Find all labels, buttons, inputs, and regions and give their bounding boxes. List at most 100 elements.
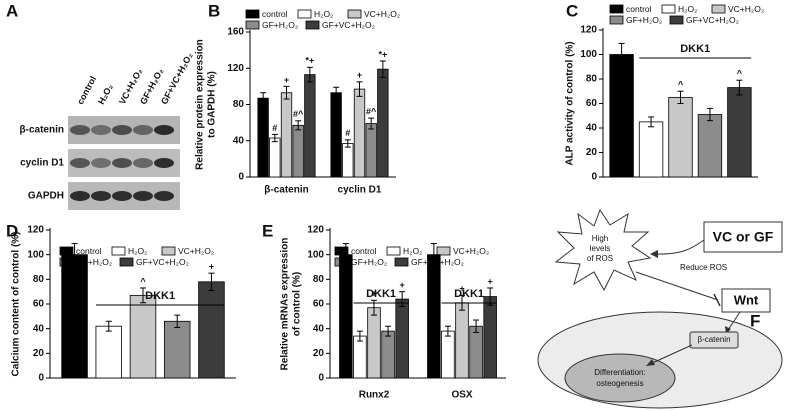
y-tick-label: 0	[38, 373, 44, 384]
blot-band	[154, 191, 174, 201]
legend-label: GF+H₂O₂	[262, 20, 298, 30]
nucleus-ellipse	[564, 353, 676, 403]
bar	[381, 330, 395, 379]
legend-label: GF+VC+H₂O₂	[686, 15, 739, 25]
y-axis-label: to GAPDH (%)	[207, 71, 218, 138]
legend-label: VC+H₂O₂	[728, 4, 764, 14]
blot-band	[91, 191, 111, 201]
y-tick-label: 40	[33, 323, 45, 334]
bar	[483, 296, 497, 379]
bar	[365, 123, 377, 178]
legend-swatch	[711, 4, 726, 14]
blot-band	[70, 191, 90, 201]
legend-label: H₂O₂	[314, 9, 333, 19]
significance-mark: +	[371, 289, 376, 299]
bar	[697, 114, 723, 178]
panel-label: E	[262, 221, 273, 240]
significance-mark: +	[488, 276, 493, 286]
bar	[377, 68, 389, 178]
wnt-box	[721, 288, 771, 313]
y-tick-label: 100	[307, 249, 324, 260]
significance-mark: #	[345, 128, 350, 138]
ros-burst	[554, 208, 652, 292]
bar	[292, 124, 304, 178]
ros-text: High	[592, 234, 608, 243]
y-axis-label: Relative mRNAs expression	[280, 238, 291, 371]
legend-swatch	[347, 9, 362, 19]
y-tick-label: 100	[27, 249, 44, 260]
bracket-label: DKK1	[366, 288, 396, 300]
beta-arrow	[649, 344, 693, 365]
y-tick-label: 160	[227, 27, 244, 38]
bracket-label: DKK1	[454, 288, 484, 300]
bracket-label: DKK1	[680, 43, 710, 55]
significance-mark: +	[357, 70, 362, 80]
inhibit-bar	[713, 293, 721, 307]
diff-text: osteogenesis	[596, 379, 643, 388]
blot-band	[91, 125, 111, 135]
legend-swatch	[119, 257, 134, 267]
y-tick-label: 80	[233, 99, 245, 110]
blot-band	[154, 125, 174, 135]
beta-catenin-box	[689, 331, 739, 349]
x-tick-label: β-catenin	[264, 185, 308, 196]
bar	[304, 74, 316, 178]
significance-mark: *+	[378, 49, 387, 59]
bar	[353, 88, 366, 178]
bar	[257, 97, 269, 178]
significance-mark: ^	[140, 276, 146, 286]
reduce-text: Reduce ROS	[680, 263, 727, 272]
significance-mark: #^	[366, 106, 377, 116]
bar	[469, 325, 483, 379]
panel-label: C	[566, 1, 578, 20]
y-tick-label: 0	[591, 172, 597, 183]
y-tick-label: 40	[233, 135, 245, 146]
y-tick-label: 0	[318, 373, 324, 384]
bar	[427, 254, 441, 379]
x-tick-label: OSX	[451, 390, 472, 401]
arrow-head	[646, 359, 655, 366]
row-label: cyclin D1	[20, 158, 64, 169]
legend-label: control	[76, 246, 102, 256]
bar	[330, 92, 342, 178]
blot-band	[154, 158, 174, 168]
row-label: β-catenin	[20, 125, 64, 136]
y-axis-label: Calcium content of control (%)	[11, 232, 22, 377]
agent-text: VC or GF	[713, 229, 774, 245]
y-tick-label: 80	[33, 274, 45, 285]
panel-label: A	[6, 1, 18, 20]
y-tick-label: 80	[313, 274, 325, 285]
legend-swatch	[436, 246, 451, 256]
blot-band	[133, 125, 153, 135]
legend-label: control	[262, 9, 288, 19]
significance-mark: ^	[678, 80, 684, 90]
blot-band	[112, 125, 132, 135]
bar	[198, 281, 225, 379]
y-axis-label: Relative protein expression	[195, 39, 206, 170]
legend-label: VC+H₂O₂	[453, 246, 489, 256]
legend-label: control	[351, 246, 377, 256]
legend-swatch	[111, 246, 126, 256]
bar	[367, 307, 381, 379]
significance-mark: +	[459, 284, 464, 294]
x-tick-label: cyclin D1	[338, 185, 382, 196]
y-tick-label: 20	[33, 348, 45, 359]
y-axis-label: of control (%)	[292, 272, 303, 336]
bar	[638, 121, 664, 178]
legend-swatch	[386, 246, 401, 256]
diff-text: Differentiation:	[594, 368, 645, 377]
legend-label: GF+VC+H₂O₂	[136, 257, 189, 267]
arrow-head	[650, 250, 658, 258]
legend-swatch	[59, 246, 74, 256]
y-tick-label: 80	[586, 74, 598, 85]
agent-box	[703, 221, 783, 253]
bar	[609, 54, 634, 178]
legend-swatch	[245, 20, 260, 30]
lane-label: H₂O₂	[96, 82, 115, 106]
wnt-text: Wnt	[734, 292, 759, 307]
y-tick-label: 20	[313, 348, 325, 359]
legend-label: VC+H₂O₂	[178, 246, 214, 256]
y-tick-label: 120	[27, 225, 44, 236]
blot-band	[112, 191, 132, 201]
